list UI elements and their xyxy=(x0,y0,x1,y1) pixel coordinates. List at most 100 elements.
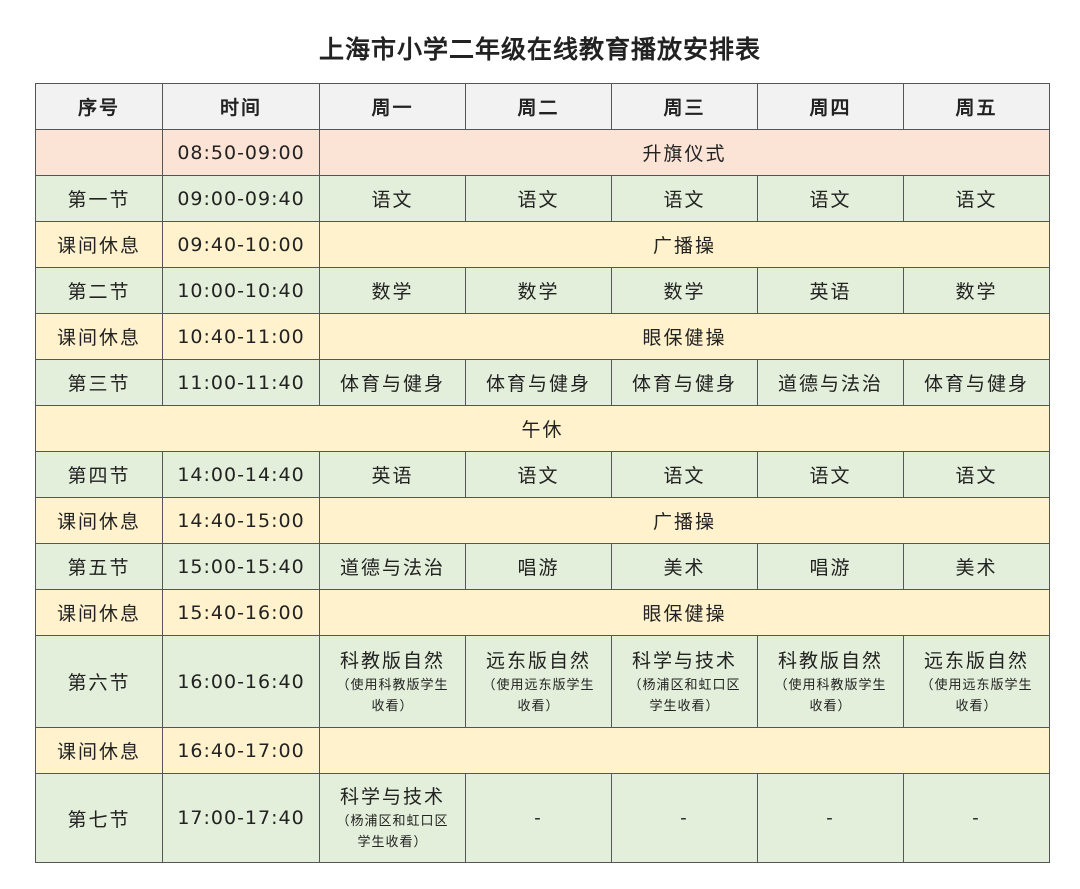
activity-cell xyxy=(319,727,1050,774)
subject-note: （杨浦区和虹口区学生收看） xyxy=(336,814,449,850)
subject-cell: 语文 xyxy=(903,451,1050,498)
period-cell xyxy=(35,129,163,176)
subject-note: （使用远东版学生收看） xyxy=(482,677,595,714)
subject-note: （使用科教版学生收看） xyxy=(336,677,449,714)
time-cell: 14:40-15:00 xyxy=(162,497,320,544)
period-cell: 课间休息 xyxy=(35,589,163,636)
subject-cell: 道德与法治 xyxy=(757,359,904,406)
period-cell: 第三节 xyxy=(35,359,163,406)
subject-cell: 科教版自然 （使用科教版学生收看） xyxy=(757,635,904,728)
schedule-table: 序号 时间 周一 周二 周三 周四 周五 08:50-09:00 升旗仪式第一节 09:00-0… xyxy=(35,83,1050,863)
subject-cell: - xyxy=(757,773,904,863)
period-cell: 第五节 xyxy=(35,543,163,590)
subject-cell: 科学与技术 （杨浦区和虹口区学生收看） xyxy=(611,635,758,728)
subject-cell: 数学 xyxy=(465,267,612,314)
subject-cell: 美术 xyxy=(903,543,1050,590)
subject-cell: 道德与法治 xyxy=(319,543,466,590)
table-row: 课间休息 09:40-10:00 广播操 xyxy=(35,221,1050,268)
subject-cell: 唱游 xyxy=(465,543,612,590)
subject-cell: 语文 xyxy=(757,451,904,498)
period-cell: 课间休息 xyxy=(35,221,163,268)
activity-cell: 广播操 xyxy=(319,221,1050,268)
activity-cell: 升旗仪式 xyxy=(319,129,1050,176)
time-cell: 17:00-17:40 xyxy=(162,773,320,863)
subject-cell: 科教版自然 （使用科教版学生收看） xyxy=(319,635,466,728)
time-cell: 10:40-11:00 xyxy=(162,313,320,360)
subject-cell: 语文 xyxy=(465,175,612,222)
table-row: 第六节 16:00-16:40 科教版自然 （使用科教版学生收看） 远东版自然 （使用远东… xyxy=(35,635,1050,728)
table-row: 午休 xyxy=(35,405,1050,452)
period-cell: 课间休息 xyxy=(35,727,163,774)
period-cell: 第二节 xyxy=(35,267,163,314)
subject-cell: 体育与健身 xyxy=(465,359,612,406)
subject-cell: - xyxy=(465,773,612,863)
column-header: 周五 xyxy=(903,83,1050,130)
column-header: 周二 xyxy=(465,83,612,130)
time-cell: 16:00-16:40 xyxy=(162,635,320,728)
subject-cell: 体育与健身 xyxy=(903,359,1050,406)
time-cell: 16:40-17:00 xyxy=(162,727,320,774)
subject-cell: 远东版自然 （使用远东版学生收看） xyxy=(465,635,612,728)
time-cell: 09:00-09:40 xyxy=(162,175,320,222)
subject-note: （使用远东版学生收看） xyxy=(920,677,1033,714)
time-cell: 08:50-09:00 xyxy=(162,129,320,176)
time-cell: 15:00-15:40 xyxy=(162,543,320,590)
table-row: 第五节 15:00-15:40 道德与法治 唱游 美术 唱游 美术 xyxy=(35,543,1050,590)
period-cell: 第七节 xyxy=(35,773,163,863)
subject-cell: 科学与技术 （杨浦区和虹口区学生收看） xyxy=(319,773,466,863)
table-row: 课间休息 10:40-11:00 眼保健操 xyxy=(35,313,1050,360)
table-row: 课间休息 15:40-16:00 眼保健操 xyxy=(35,589,1050,636)
column-header: 周一 xyxy=(319,83,466,130)
table-row: 第四节 14:00-14:40 英语 语文 语文 语文 语文 xyxy=(35,451,1050,498)
column-header: 时间 xyxy=(162,83,320,130)
subject-name: 科教版自然 xyxy=(777,649,883,672)
time-cell: 09:40-10:00 xyxy=(162,221,320,268)
activity-cell: 眼保健操 xyxy=(319,589,1050,636)
period-cell: 课间休息 xyxy=(35,313,163,360)
activity-cell: 广播操 xyxy=(319,497,1050,544)
subject-cell: 唱游 xyxy=(757,543,904,590)
subject-cell: 英语 xyxy=(757,267,904,314)
subject-name: 远东版自然 xyxy=(923,649,1029,672)
subject-cell: - xyxy=(611,773,758,863)
period-cell: 第六节 xyxy=(35,635,163,728)
time-cell: 14:00-14:40 xyxy=(162,451,320,498)
time-cell: 10:00-10:40 xyxy=(162,267,320,314)
subject-cell: 远东版自然 （使用远东版学生收看） xyxy=(903,635,1050,728)
subject-cell: 语文 xyxy=(903,175,1050,222)
period-cell: 第四节 xyxy=(35,451,163,498)
subject-name: 远东版自然 xyxy=(485,649,591,672)
subject-cell: 体育与健身 xyxy=(319,359,466,406)
full-row-cell: 午休 xyxy=(35,405,1050,452)
activity-cell: 眼保健操 xyxy=(319,313,1050,360)
column-header: 周三 xyxy=(611,83,758,130)
subject-cell: 体育与健身 xyxy=(611,359,758,406)
subject-cell: 语文 xyxy=(465,451,612,498)
column-header: 周四 xyxy=(757,83,904,130)
header-row: 序号 时间 周一 周二 周三 周四 周五 xyxy=(35,83,1050,130)
table-row: 第三节 11:00-11:40 体育与健身 体育与健身 体育与健身 道德与法治 体育与健身 xyxy=(35,359,1050,406)
table-row: 第一节 09:00-09:40 语文 语文 语文 语文 语文 xyxy=(35,175,1050,222)
subject-note: （使用科教版学生收看） xyxy=(774,677,887,714)
subject-cell: 数学 xyxy=(903,267,1050,314)
subject-cell: 语文 xyxy=(757,175,904,222)
subject-name: 科教版自然 xyxy=(339,649,445,672)
table-row: 第七节 17:00-17:40 科学与技术 （杨浦区和虹口区学生收看） - - - - xyxy=(35,773,1050,863)
subject-cell: 语文 xyxy=(611,175,758,222)
subject-cell: 英语 xyxy=(319,451,466,498)
subject-name: 科学与技术 xyxy=(339,786,445,808)
subject-cell: 数学 xyxy=(611,267,758,314)
subject-cell: - xyxy=(903,773,1050,863)
column-header: 序号 xyxy=(35,83,163,130)
subject-cell: 数学 xyxy=(319,267,466,314)
table-row: 第二节 10:00-10:40 数学 数学 数学 英语 数学 xyxy=(35,267,1050,314)
subject-name: 科学与技术 xyxy=(631,649,737,672)
table-row: 课间休息 16:40-17:00 xyxy=(35,727,1050,774)
page-title: 上海市小学二年级在线教育播放安排表 xyxy=(318,35,761,64)
period-cell: 课间休息 xyxy=(35,497,163,544)
time-cell: 15:40-16:00 xyxy=(162,589,320,636)
subject-cell: 美术 xyxy=(611,543,758,590)
table-row: 课间休息 14:40-15:00 广播操 xyxy=(35,497,1050,544)
time-cell: 11:00-11:40 xyxy=(162,359,320,406)
period-cell: 第一节 xyxy=(35,175,163,222)
